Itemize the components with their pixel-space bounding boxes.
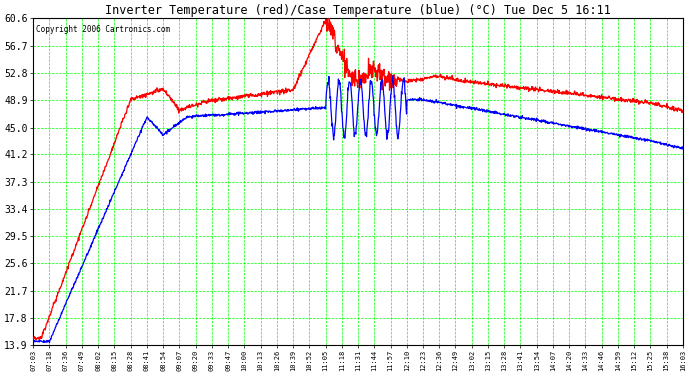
Text: Copyright 2006 Cartronics.com: Copyright 2006 Cartronics.com xyxy=(37,25,170,34)
Title: Inverter Temperature (red)/Case Temperature (blue) (°C) Tue Dec 5 16:11: Inverter Temperature (red)/Case Temperat… xyxy=(105,4,611,17)
